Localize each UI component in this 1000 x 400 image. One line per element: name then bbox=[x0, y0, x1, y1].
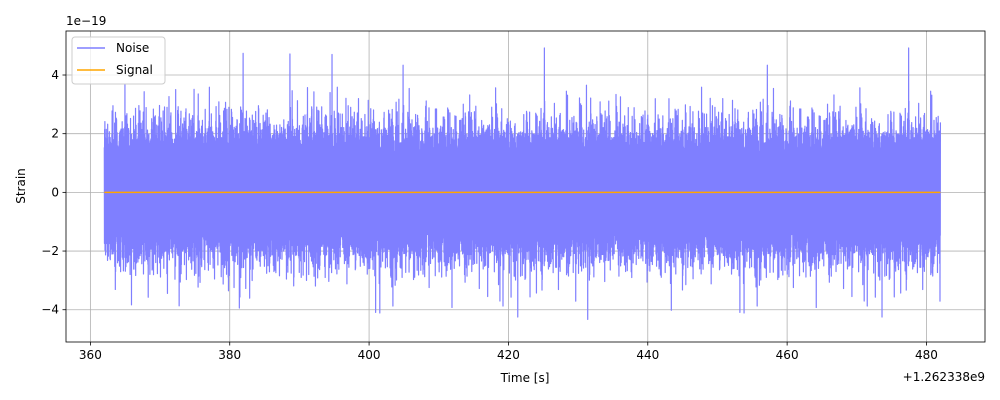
y-tick-label: 0 bbox=[51, 185, 59, 199]
legend: Noise Signal bbox=[71, 36, 166, 85]
x-tick-label: 380 bbox=[218, 348, 241, 362]
x-tick-label: 400 bbox=[358, 348, 381, 362]
legend-noise-label: Noise bbox=[116, 41, 149, 55]
legend-signal-label: Signal bbox=[116, 63, 153, 77]
x-tick-label: 460 bbox=[776, 348, 799, 362]
y-scale-label: 1e−19 bbox=[66, 14, 106, 28]
x-tick-label: 440 bbox=[636, 348, 659, 362]
y-tick-label: 4 bbox=[51, 68, 59, 82]
x-tick-label: 420 bbox=[497, 348, 520, 362]
x-tick-label: 360 bbox=[79, 348, 102, 362]
noise-series-line bbox=[103, 47, 942, 320]
x-offset-label: +1.262338e9 bbox=[903, 370, 985, 384]
y-tick-label: 2 bbox=[51, 127, 59, 141]
plot-frame bbox=[65, 30, 986, 343]
ticks: 360 380 400 420 440 460 480 −4 −2 0 2 4 bbox=[41, 68, 938, 362]
y-tick-label: −4 bbox=[41, 303, 59, 317]
y-axis-label: Strain bbox=[14, 168, 28, 204]
series-layer bbox=[103, 47, 942, 320]
x-axis-label: Time [s] bbox=[500, 371, 550, 385]
x-tick-label: 480 bbox=[915, 348, 938, 362]
y-tick-label: −2 bbox=[41, 244, 59, 258]
